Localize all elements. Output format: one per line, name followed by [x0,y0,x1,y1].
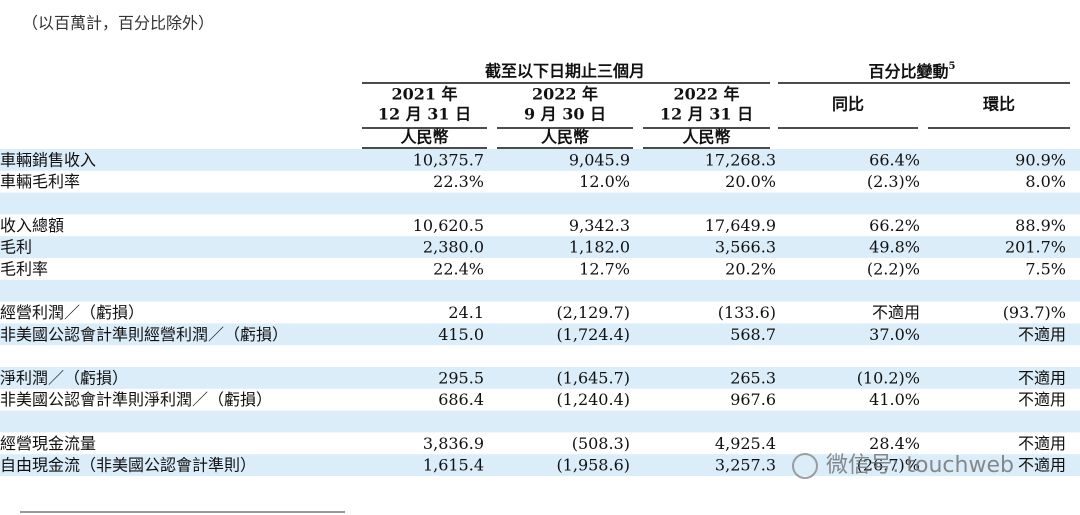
column-date: 12 月 31 日 [378,105,471,124]
row-label: 經營利潤／（虧損） [0,303,144,322]
cell: 28.4% [869,434,920,453]
cell: 20.0% [725,172,776,191]
cell: 3,257.3 [715,456,776,475]
cell: 9,045.9 [569,150,630,169]
cell: 8.0% [1025,172,1066,191]
column-year: 2022 年 [532,85,598,104]
cell: (2,129.7) [556,303,630,322]
cell: 20.2% [725,259,776,278]
cell: 9,342.3 [569,216,630,235]
row-label: 自由現金流（非美國公認會計準則） [0,456,256,475]
cell: 不適用 [1018,434,1066,453]
cell: 967.6 [730,390,776,409]
cell: (508.3) [572,434,630,453]
cell: (133.6) [718,303,776,322]
row-label: 車輛銷售收入 [0,150,96,169]
cell: 568.7 [730,325,776,344]
cell: 41.0% [869,390,920,409]
note: （以百萬計，百分比除外） [22,14,214,33]
row-band [0,192,1080,215]
row-band [0,149,1080,171]
cell: 2,380.0 [423,238,484,257]
row-band [0,454,1080,476]
column-year: 2021 年 [391,85,457,104]
row-label: 非美國公認會計準則淨利潤／（虧損） [0,390,272,409]
row-band [0,236,1080,258]
row-band [0,367,1080,389]
footnote: 5 [949,61,956,72]
row-label: 非美國公認會計準則經營利潤／（虧損） [0,325,288,344]
row-bands [0,149,1080,476]
cell: 7.5% [1025,259,1066,278]
cell: 686.4 [438,390,484,409]
cell: 66.4% [869,150,920,169]
cell: (10.2)% [857,368,920,387]
row-band [0,323,1080,346]
cell: 1,182.0 [569,238,630,257]
cell: 66.2% [869,216,920,235]
cell: (1,645.7) [556,368,630,387]
cell: (1,240.4) [556,390,630,409]
cell: 3,566.3 [715,238,776,257]
column-currency: 人民幣 [541,128,589,147]
cell: 415.0 [438,325,484,344]
row-label: 收入總額 [0,216,64,235]
column-header: 環比 [983,95,1015,114]
cell: 90.9% [1015,150,1066,169]
row-label: 毛利 [0,238,32,257]
cell: (2.2)% [867,259,920,278]
cell: 3,836.9 [423,434,484,453]
cell: 37.0% [869,325,920,344]
cell: 201.7% [1005,238,1066,257]
cell: 24.1 [448,303,484,322]
column-header: 同比 [832,95,864,114]
cell: 不適用 [872,303,920,322]
group-header: 截至以下日期止三個月 [485,62,645,81]
cell: 4,925.4 [715,434,776,453]
cell: 265.3 [730,368,776,387]
cell: 17,649.9 [705,216,776,235]
cell: 12.7% [579,259,630,278]
cell: 22.4% [433,259,484,278]
column-currency: 人民幣 [400,128,448,147]
cell: 10,620.5 [413,216,484,235]
cell: 295.5 [438,368,484,387]
cell: (2.3)% [867,172,920,191]
row-label: 經營現金流量 [0,434,96,453]
cell: (1,958.6) [556,456,630,475]
row-label: 淨利潤／（虧損） [0,368,128,387]
row-band [0,410,1080,433]
watermark: 微信号: touchweb [826,453,1014,478]
row-label: 毛利率 [0,259,48,278]
cell: 1,615.4 [423,456,484,475]
cell: 不適用 [1018,390,1066,409]
column-date: 12 月 31 日 [660,105,753,124]
column-date: 9 月 30 日 [524,105,606,124]
column-year: 2022 年 [673,85,739,104]
column-currency: 人民幣 [682,128,730,147]
cell: 17,268.3 [705,150,776,169]
cell: (26.7)% [857,456,920,475]
cell: 不適用 [1018,325,1066,344]
cell: (1,724.4) [556,325,630,344]
cell: 88.9% [1015,216,1066,235]
cell: 22.3% [433,172,484,191]
group-header-text: 百分比變動 [869,62,949,81]
watermark-icon [792,453,818,479]
cell: (93.7)% [1003,303,1066,322]
cell: 49.8% [869,238,920,257]
cell: 不適用 [1018,368,1066,387]
cell: 10,375.7 [413,150,484,169]
row-label: 車輛毛利率 [0,172,80,191]
cell: 12.0% [579,172,630,191]
group-header: 百分比變動5 [869,61,956,81]
row-band [0,279,1080,302]
cell: 不適用 [1018,456,1066,475]
